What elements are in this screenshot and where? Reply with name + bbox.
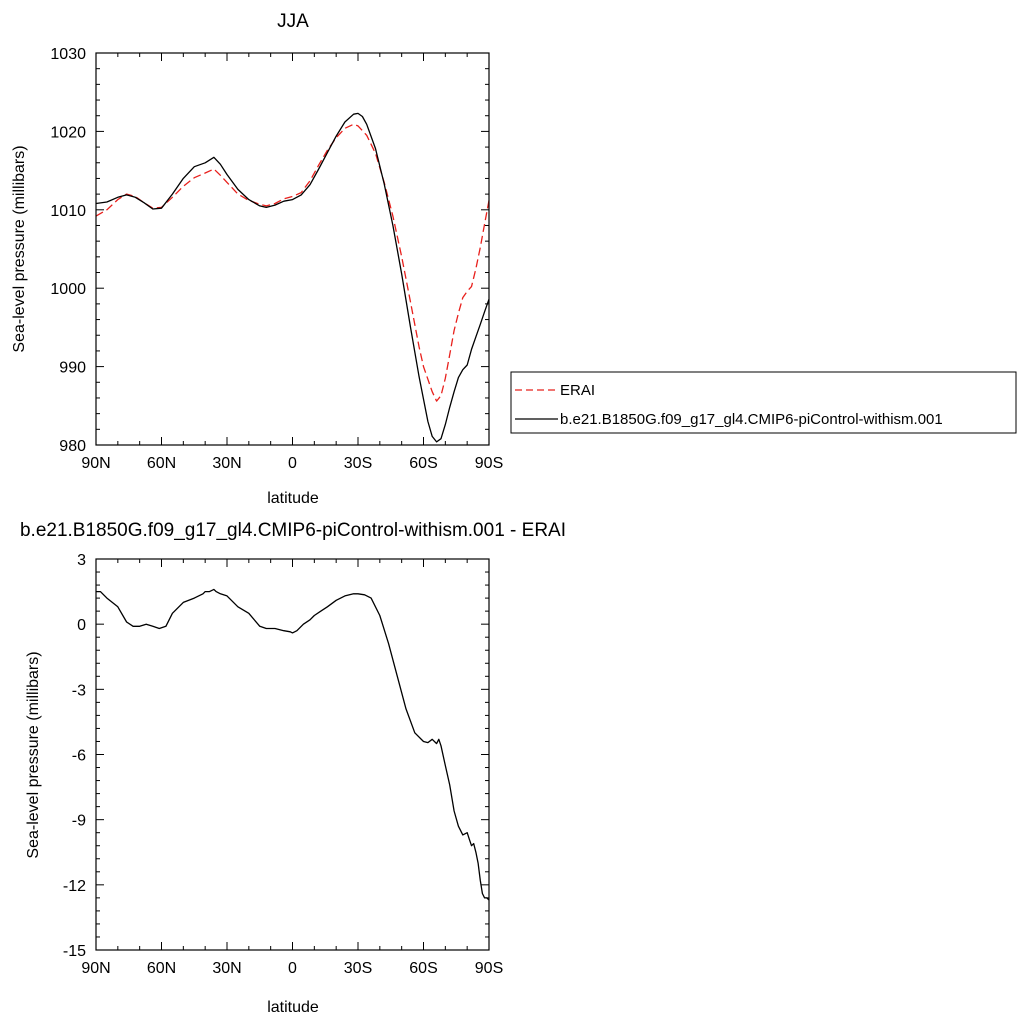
x-tick-label: 60S [409,960,437,977]
y-tick-label: -15 [63,943,86,960]
series-line-difference [96,588,490,901]
top-plot-title: JJA [277,11,309,32]
x-tick-label: 60N [147,960,176,977]
bottom-x-tick-marks [95,559,490,950]
y-tick-label: -3 [72,682,86,699]
top-plot-frame [95,52,490,446]
y-tick-label: 1030 [50,46,86,63]
top-y-tick-labels: 980 990 1000 1010 1020 1030 [50,46,86,455]
legend-box [510,371,1017,434]
x-tick-label: 30S [344,455,372,472]
top-x-tick-marks [95,53,490,445]
y-tick-label: 3 [77,552,86,569]
bottom-x-tick-labels: 90N 60N 30N 0 30S 60S 90S [81,960,503,977]
x-tick-label: 90S [475,960,503,977]
x-tick-label: 0 [288,960,297,977]
x-tick-label: 90S [475,455,503,472]
bottom-y-axis-title: Sea-level pressure (millibars) [25,651,42,858]
top-series-lines [95,112,490,443]
y-tick-label: 1020 [50,124,86,141]
bottom-series-lines [96,588,490,901]
bottom-panel: b.e21.B1850G.f09_g17_gl4.CMIP6-piControl… [20,520,566,1016]
y-tick-label: -12 [63,878,86,895]
top-panel: JJA 90N 60N 30N 0 30S 60S 90S 980 990 1000 1010 10… [11,11,503,507]
x-tick-label: 60N [147,455,176,472]
y-tick-label: -6 [72,748,86,765]
x-tick-label: 0 [288,455,297,472]
series-line-erai [95,123,490,402]
legend-label-erai: ERAI [560,382,595,399]
bottom-plot-title: b.e21.B1850G.f09_g17_gl4.CMIP6-piControl… [20,520,566,541]
top-x-tick-labels: 90N 60N 30N 0 30S 60S 90S [81,455,503,472]
series-line-model [95,112,490,443]
legend: ERAI b.e21.B1850G.f09_g17_gl4.CMIP6-piCo… [510,371,1017,434]
x-tick-label: 30N [212,960,241,977]
top-x-axis-title: latitude [267,490,319,507]
bottom-x-axis-title: latitude [267,999,319,1016]
x-tick-label: 60S [409,455,437,472]
y-tick-label: 980 [59,438,86,455]
y-tick-label: 1000 [50,281,86,298]
x-tick-label: 90N [81,455,110,472]
y-tick-label: 1010 [50,203,86,220]
x-tick-label: 90N [81,960,110,977]
y-tick-label: 0 [77,617,86,634]
bottom-y-tick-marks [96,558,489,951]
top-y-tick-marks [96,52,489,446]
bottom-plot-frame [95,558,490,951]
bottom-y-tick-labels: -15 -12 -9 -6 -3 0 3 [63,552,86,960]
legend-label-model: b.e21.B1850G.f09_g17_gl4.CMIP6-piControl… [560,411,943,428]
x-tick-label: 30N [212,455,241,472]
x-tick-label: 30S [344,960,372,977]
top-y-axis-title: Sea-level pressure (millibars) [11,145,28,352]
y-tick-label: 990 [59,360,86,377]
y-tick-label: -9 [72,813,86,830]
